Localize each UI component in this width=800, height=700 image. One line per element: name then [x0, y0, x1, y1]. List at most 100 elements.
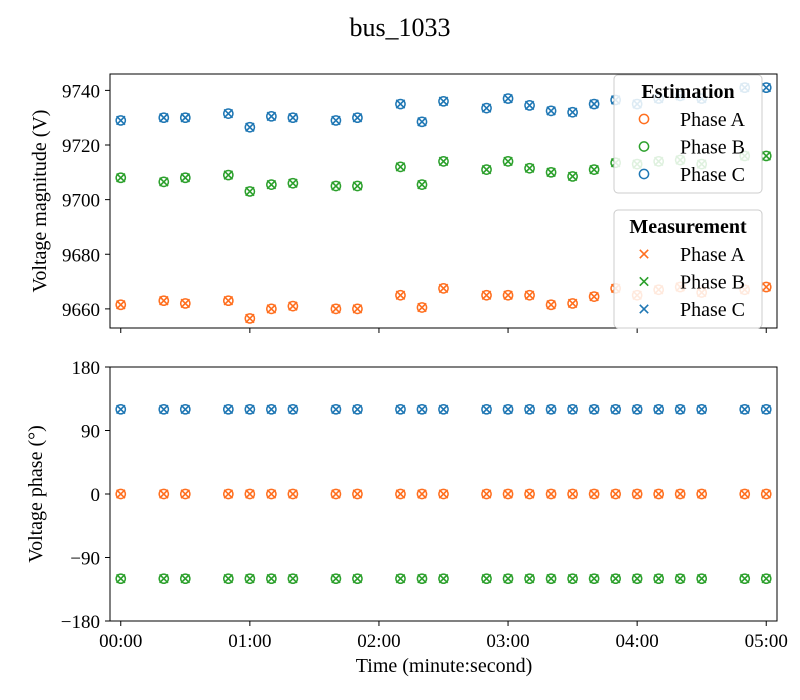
phase-measurement-point: [438, 404, 449, 415]
magnitude-estimate-point: [567, 298, 578, 309]
phase-measurement-point-stroke: [524, 404, 535, 415]
magnitude-measurement-point: [417, 117, 427, 127]
phase-measurement-point-stroke: [159, 573, 169, 584]
phase-measurement-point: [115, 404, 126, 415]
measurement-legend-marker-stroke: [639, 304, 649, 314]
magnitude-estimate-point: [179, 298, 191, 309]
phase-measurement-point: [288, 489, 298, 499]
phase-measurement-point-stroke: [653, 573, 664, 584]
phase-estimate-point: [395, 573, 406, 585]
phase-measurement-point: [417, 489, 427, 499]
phase-measurement-point-stroke: [739, 489, 750, 499]
phase-measurement-point: [546, 573, 556, 584]
phase-measurement-point: [567, 489, 578, 499]
magnitude-estimate-point: [330, 115, 342, 126]
magnitude-measurement-point: [288, 301, 298, 311]
magnitude-estimate-point: [438, 283, 449, 294]
phase-measurement-point: [632, 489, 642, 499]
phase-estimate-point: [631, 488, 643, 500]
magnitude-measurement-point-stroke: [417, 117, 427, 127]
phase-estimate-point: [179, 488, 191, 500]
magnitude-measurement-point: [524, 290, 535, 300]
magnitude-measurement-point: [546, 167, 556, 178]
phase-measurement-point: [266, 573, 277, 584]
phase-measurement-point-stroke: [395, 489, 406, 499]
phase-estimate-point: [115, 488, 127, 500]
magnitude-estimate-point: [567, 106, 578, 118]
magnitude-estimate-point: [266, 179, 277, 190]
magnitude-measurement-point-stroke: [331, 115, 341, 126]
phase-x-tick-label: 02:00: [357, 631, 400, 652]
estimation-legend-title: Estimation: [641, 81, 734, 103]
magnitude-measurement-point-stroke: [245, 122, 255, 133]
phase-x-tick-label: 03:00: [486, 631, 529, 652]
phase-estimate-point: [481, 573, 492, 585]
magnitude-measurement-point-stroke: [245, 186, 255, 197]
magnitude-measurement-point-stroke: [438, 156, 449, 167]
phase-measurement-point-stroke: [481, 404, 492, 415]
phase-measurement-point: [610, 404, 621, 415]
phase-measurement-point: [546, 489, 556, 499]
phase-x-tick-label: 04:00: [616, 631, 659, 652]
magnitude-measurement-point: [589, 164, 599, 175]
magnitude-measurement-point-stroke: [266, 111, 277, 122]
phase-estimate-point: [438, 573, 449, 585]
magnitude-estimate-point: [524, 100, 535, 111]
magnitude-measurement-point-stroke: [159, 177, 169, 187]
phase-measurement-point-stroke: [481, 489, 492, 499]
phase-measurement-point-stroke: [159, 404, 169, 415]
phase-estimate-point: [330, 403, 342, 415]
magnitude-measurement-point: [546, 106, 556, 116]
phase-measurement-point: [653, 489, 664, 499]
magnitude-estimate-point: [588, 164, 600, 175]
magnitude-estimate-point: [287, 177, 299, 189]
magnitude-measurement-point: [417, 302, 427, 313]
measurement-legend-title: Measurement: [629, 216, 747, 238]
phase-measurement-point: [180, 573, 191, 584]
measurement-legend-box: [613, 209, 763, 329]
magnitude-measurement-point: [438, 156, 449, 167]
phase-measurement-point-stroke: [632, 573, 642, 584]
phase-measurement-point-stroke: [761, 404, 772, 415]
phase-measurement-point: [159, 404, 169, 415]
magnitude-estimate-point: [266, 303, 277, 315]
phase-measurement-point: [632, 573, 642, 584]
magnitude-measurement-point: [761, 151, 772, 161]
magnitude-measurement-point: [245, 186, 255, 197]
phase-measurement-point: [331, 489, 341, 499]
magnitude-estimate-point: [266, 110, 277, 122]
phase-estimate-point: [352, 403, 363, 415]
magnitude-measurement-point-stroke: [524, 100, 535, 111]
phase-measurement-point-stroke: [266, 573, 277, 584]
phase-measurement-point-stroke: [223, 489, 234, 499]
magnitude-estimate-point: [438, 95, 449, 107]
phase-measurement-point: [481, 573, 492, 584]
magnitude-y-axis-label: Voltage magnitude (V): [29, 110, 51, 293]
phase-estimate-point: [674, 403, 686, 415]
phase-measurement-point: [739, 489, 750, 499]
phase-x-tick-label: 00:00: [99, 631, 142, 652]
phase-measurement-point-stroke: [417, 489, 427, 499]
magnitude-measurement-point-stroke: [481, 164, 492, 175]
phase-estimate-point: [158, 488, 170, 500]
magnitude-estimate-point: [416, 116, 428, 128]
phase-estimate-point: [631, 403, 643, 415]
phase-estimate-point: [222, 573, 234, 585]
measurement-legend-marker: [639, 304, 649, 314]
measurement-legend-label: Phase C: [680, 299, 745, 321]
phase-estimate-point: [739, 403, 751, 415]
estimation-legend-marker: [638, 141, 650, 152]
magnitude-estimate-point: [395, 98, 406, 110]
magnitude-estimate-point: [545, 166, 557, 178]
magnitude-estimate-point: [481, 289, 492, 301]
time-x-axis-label: Time (minute:second): [356, 655, 532, 677]
phase-estimate-point: [610, 403, 621, 415]
phase-x-tick-label: 05:00: [745, 631, 788, 652]
magnitude-estimate-point: [545, 105, 557, 117]
phase-measurement-point-stroke: [115, 489, 126, 499]
phase-measurement-point: [567, 404, 578, 415]
magnitude-measurement-point-stroke: [589, 99, 599, 109]
phase-y-tick-label: 180: [72, 358, 101, 379]
magnitude-measurement-point-stroke: [417, 179, 427, 190]
phase-estimate-point: [244, 573, 256, 585]
